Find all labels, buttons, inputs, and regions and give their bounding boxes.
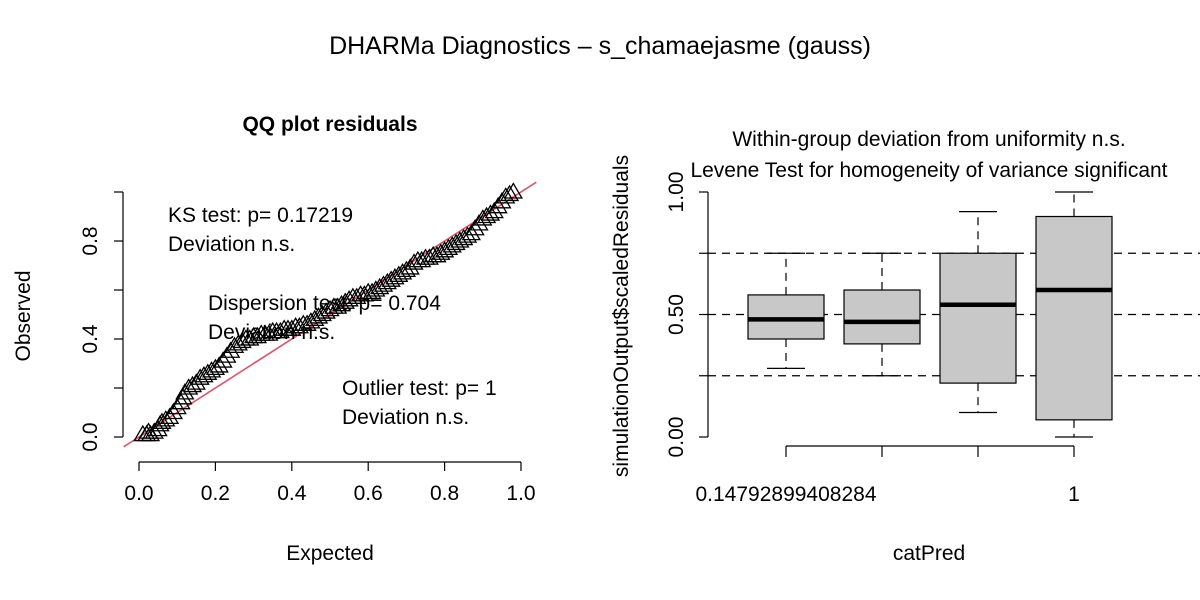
qq-reference-line xyxy=(123,181,537,448)
boxplot-x-tick-label-0: 0.14792899408284 xyxy=(695,483,876,506)
qq-x-axis-title: Expected xyxy=(286,542,374,565)
box-group-2 xyxy=(939,211,1017,414)
qq-axes-group: 0.0 0.2 0.4 0.6 0.8 1.0 0.0 0.4 0.8 xyxy=(79,191,536,505)
qq-x-tick-label-0: 0.0 xyxy=(124,482,153,505)
qq-point-23 xyxy=(209,356,229,373)
qq-point-7 xyxy=(152,412,172,429)
qq-point-89 xyxy=(461,223,481,241)
boxplot-title-line-1: Levene Test for homogeneity of variance … xyxy=(690,159,1167,182)
qq-point-10 xyxy=(163,402,184,420)
qq-y-tick-label-0: 0.0 xyxy=(79,422,102,451)
qq-annotation-1-line-0: Dispersion test: p= 0.704 xyxy=(208,292,441,315)
qq-annotation-1-line-1: Deviation n.s. xyxy=(208,321,335,344)
qq-point-71 xyxy=(392,263,413,280)
qq-point-95 xyxy=(484,201,504,219)
box-group-3 xyxy=(1035,191,1113,438)
qq-point-3 xyxy=(140,424,161,442)
qq-point-15 xyxy=(179,378,199,395)
qq-y-axis-title: Observed xyxy=(12,270,35,361)
qq-point-25 xyxy=(217,346,237,363)
qq-plot-title: QQ plot residuals xyxy=(242,113,417,136)
qq-point-33 xyxy=(247,326,268,344)
qq-point-36 xyxy=(259,324,279,341)
box-iqr-1 xyxy=(843,289,921,345)
qq-point-100 xyxy=(503,182,523,199)
box-iqr-3 xyxy=(1035,215,1113,421)
qq-annotation-0-line-0: KS test: p= 0.17219 xyxy=(168,204,353,227)
qq-point-12 xyxy=(171,392,191,410)
qq-plot-panel: QQ plot residuals 0.0 0.2 0.4 0.6 0.8 1.00.00… xyxy=(12,113,537,565)
qq-x-tick-label-3: 0.6 xyxy=(354,482,383,505)
qq-y-tick-label-1: 0.4 xyxy=(79,324,102,354)
qq-point-11 xyxy=(167,397,187,415)
boxplot-x-axis-title: catPred xyxy=(893,542,965,565)
qq-y-tick-label-2: 0.8 xyxy=(79,226,102,255)
qq-reference-line-group xyxy=(123,181,537,448)
box-iqr-2 xyxy=(939,252,1017,384)
box-group-0 xyxy=(747,252,825,369)
qq-annotation-2-line-0: Outlier test: p= 1 xyxy=(342,377,497,400)
qq-point-96 xyxy=(488,196,508,214)
qq-x-tick-label-5: 1.0 xyxy=(506,482,535,505)
qq-point-93 xyxy=(476,206,497,224)
qq-x-tick-label-1: 0.2 xyxy=(201,482,230,505)
qq-x-tick-label-4: 0.8 xyxy=(430,482,459,505)
boxplot-y-tick-label-1: 0.50 xyxy=(665,294,688,335)
boxplot-y-axis-title: simulationOutput$scaledResiduals xyxy=(610,155,633,477)
boxplot-boxes-group xyxy=(747,191,1113,438)
qq-point-9 xyxy=(159,407,180,425)
boxplot-y-tick-label-0: 0.00 xyxy=(665,417,688,458)
qq-annotations-group: KS test: p= 0.17219 Deviation n.s. Dispers… xyxy=(168,204,497,429)
boxplot-x-tick-label-3: 1 xyxy=(1068,483,1080,506)
qq-points-group xyxy=(133,182,523,442)
qq-point-99 xyxy=(499,184,520,202)
box-iqr-0 xyxy=(747,294,825,340)
qq-x-tick-label-2: 0.4 xyxy=(277,482,307,505)
qq-annotation-0-line-1: Deviation n.s. xyxy=(168,233,295,256)
qq-point-98 xyxy=(496,187,516,204)
boxplot-title-line-0: Within-group deviation from uniformity n… xyxy=(732,128,1125,151)
qq-annotation-2-line-1: Deviation n.s. xyxy=(342,406,469,429)
boxplot-titles-group: Within-group deviation from uniformity n… xyxy=(690,128,1167,182)
qq-point-24 xyxy=(213,351,233,368)
main-title: DHARMa Diagnostics – s_chamaejasme (gaus… xyxy=(329,32,871,60)
qq-point-21 xyxy=(201,361,222,378)
boxplot-y-tick-label-2: 1.00 xyxy=(665,172,688,213)
boxplot-axes-group: 0.00 0.50 1.00 0.14792899408284 1 xyxy=(665,172,1080,506)
qq-point-87 xyxy=(454,228,474,246)
qq-point-13 xyxy=(173,388,193,405)
boxplot-panel: Within-group deviation from uniformity n… xyxy=(610,128,1200,565)
qq-point-90 xyxy=(465,218,485,236)
box-group-1 xyxy=(843,252,921,377)
qq-point-39 xyxy=(270,321,290,339)
